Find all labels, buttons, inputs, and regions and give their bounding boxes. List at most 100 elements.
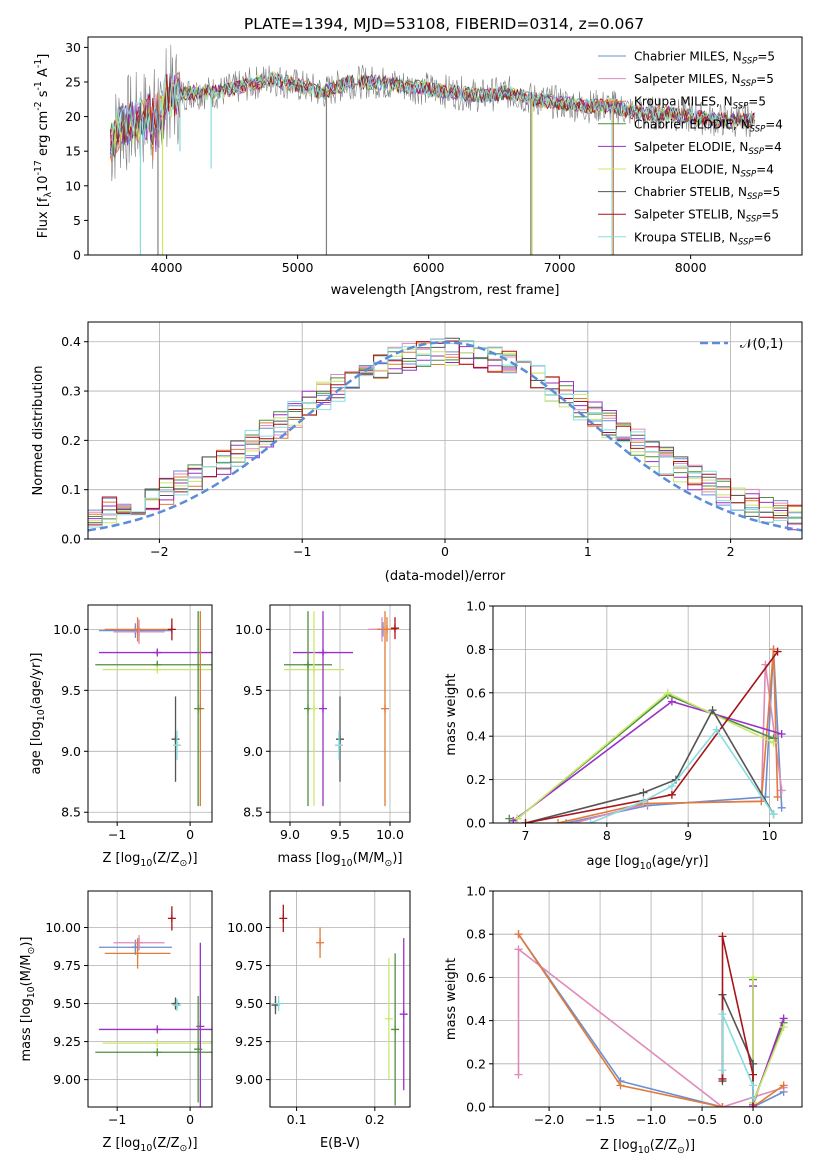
weight-point: [663, 688, 672, 697]
x-tick-label: 1: [584, 544, 592, 559]
y-tick-label: 0.2: [61, 433, 81, 448]
weight-lines: [505, 645, 786, 823]
axes-frame: [87, 890, 213, 1108]
x-axis-label: (data-model)/error: [385, 569, 506, 584]
y-tick-label: 10.00: [227, 920, 263, 935]
legend-label: Chabrier MILES, NSSP=5: [634, 50, 775, 67]
weight-point: [570, 819, 579, 823]
x-tick-label: 0: [186, 827, 194, 842]
weight-line-salpeter-elodie: [752, 986, 785, 1106]
y-tick-label: 8.5: [61, 805, 81, 820]
weight-point: [712, 725, 721, 734]
y-tick-label: 10: [65, 178, 81, 193]
point-kroupa-elodie: [153, 665, 162, 674]
legend-label: Kroupa MILES, NSSP=5: [634, 95, 766, 112]
x-tick-label: −1.0: [636, 1112, 666, 1127]
weight-point: [769, 738, 778, 747]
weight-point: [667, 790, 676, 799]
y-tick-label: 30: [65, 40, 81, 55]
x-tick-label: 0.2: [365, 1112, 385, 1127]
y-tick-label: 0.8: [466, 642, 486, 657]
weight-point: [749, 1094, 758, 1103]
weight-line-chabrier-elodie: [752, 979, 785, 1103]
y-tick-label: 9.50: [53, 996, 81, 1011]
y-tick-label: 9.0: [243, 744, 263, 759]
weight-point: [749, 1081, 758, 1090]
markers: [271, 904, 408, 1106]
y-tick-label: 9.0: [61, 744, 81, 759]
x-axis-label: E(B-V): [320, 1136, 360, 1151]
x-axis-label: wavelength [Angstrom, rest frame]: [331, 283, 560, 298]
weight-point: [586, 819, 595, 823]
y-tick-label: 0.6: [466, 970, 486, 985]
weight-point: [718, 1103, 727, 1107]
y-tick-label: 0.1: [61, 482, 81, 497]
x-tick-label: 9: [684, 828, 692, 843]
legend-label: Salpeter ELODIE, NSSP=4: [634, 140, 782, 157]
x-tick-label: 9.0: [280, 827, 300, 842]
x-tick-label: −1: [108, 827, 126, 842]
y-axis-label: mass weight: [444, 958, 459, 1040]
y-axis-label: mass [log10​(M/M⊙​)]: [19, 937, 37, 1062]
panel-residuals: −2 −1 0 1 2 0.0 0.1 0.2 0.3 0.4 (data-model)/error…: [31, 321, 803, 584]
model-salpeter-stelib: [109, 73, 756, 148]
weight-point: [639, 788, 648, 797]
weight-point: [773, 647, 782, 656]
y-tick-label: 1.0: [466, 599, 486, 614]
y-tick-label: 9.50: [235, 996, 263, 1011]
weight-line-kroupa-miles: [517, 933, 785, 1107]
x-axis-label: age [log10​(age/yr)]: [587, 854, 709, 872]
point-kroupa-miles: [383, 625, 391, 634]
weight-point: [777, 803, 786, 812]
y-tick-label: 9.00: [53, 1072, 81, 1087]
point-kroupa-miles: [316, 938, 325, 947]
weight-point: [667, 782, 676, 791]
point-salpeter-elodie: [399, 1010, 408, 1019]
point-kroupa-stelib: [274, 999, 283, 1008]
panel-age-vs-mass: 9.0 9.5 10.0 8.5 9.0 9.5 10.0 mass [log10​(M/M⊙…: [235, 604, 411, 869]
x-tick-label: −1.5: [585, 1112, 615, 1127]
point-salpeter-elodie: [153, 1025, 162, 1034]
y-tick-label: 5: [73, 213, 81, 228]
x-tick-label: 8000: [675, 260, 707, 275]
point-salpeter-stelib: [279, 914, 288, 923]
y-tick-label: 0.8: [466, 927, 486, 942]
point-chabrier-elodie: [194, 704, 203, 713]
panel-mass-vs-Z: −1 0 9.00 9.25 9.50 9.75 10.00 Z [log10​(Z/Z⊙​)…: [19, 890, 213, 1154]
x-tick-label: −2.0: [534, 1112, 564, 1127]
x-tick-label: 6000: [413, 260, 445, 275]
weight-point: [769, 645, 778, 654]
x-tick-label: 0: [186, 1112, 194, 1127]
y-tick-label: 0.4: [466, 729, 486, 744]
weight-point: [777, 786, 786, 795]
y-tick-label: 10.0: [53, 622, 81, 637]
weight-point: [777, 730, 786, 739]
histograms: [88, 337, 802, 533]
x-tick-label: −0.5: [687, 1112, 717, 1127]
y-tick-label: 25: [65, 74, 81, 89]
weight-point: [708, 706, 717, 715]
x-tick-label: 0.0: [743, 1112, 763, 1127]
x-tick-label: 4000: [151, 260, 183, 275]
x-tick-label: −1: [108, 1112, 126, 1127]
legend-label: Chabrier ELODIE, NSSP=4: [634, 117, 783, 134]
weight-line-kroupa-elodie: [752, 977, 785, 1104]
weight-point: [749, 1070, 758, 1079]
point-chabrier-elodie: [391, 1025, 400, 1034]
model-salpeter-elodie: [109, 72, 755, 155]
y-axis-label: mass weight: [444, 673, 459, 755]
point-chabrier-stelib: [171, 735, 180, 744]
y-tick-label: 9.5: [61, 683, 81, 698]
point-salpeter-miles: [135, 938, 144, 947]
x-tick-label: 8: [603, 828, 611, 843]
weight-point: [779, 1081, 788, 1090]
x-tick-label: 7: [522, 828, 530, 843]
y-axis-label: Flux [fλ​10-17​ erg cm-2​ s-1​ A-1​]: [33, 54, 54, 239]
point-salpeter-stelib: [167, 914, 176, 923]
legend-label: 𝒩(0,1): [740, 337, 783, 352]
weight-point: [779, 1014, 788, 1023]
y-tick-label: 0.4: [61, 334, 81, 349]
point-kroupa-elodie: [153, 1039, 162, 1048]
weight-point: [667, 697, 676, 706]
x-tick-label: 0.1: [287, 1112, 307, 1127]
